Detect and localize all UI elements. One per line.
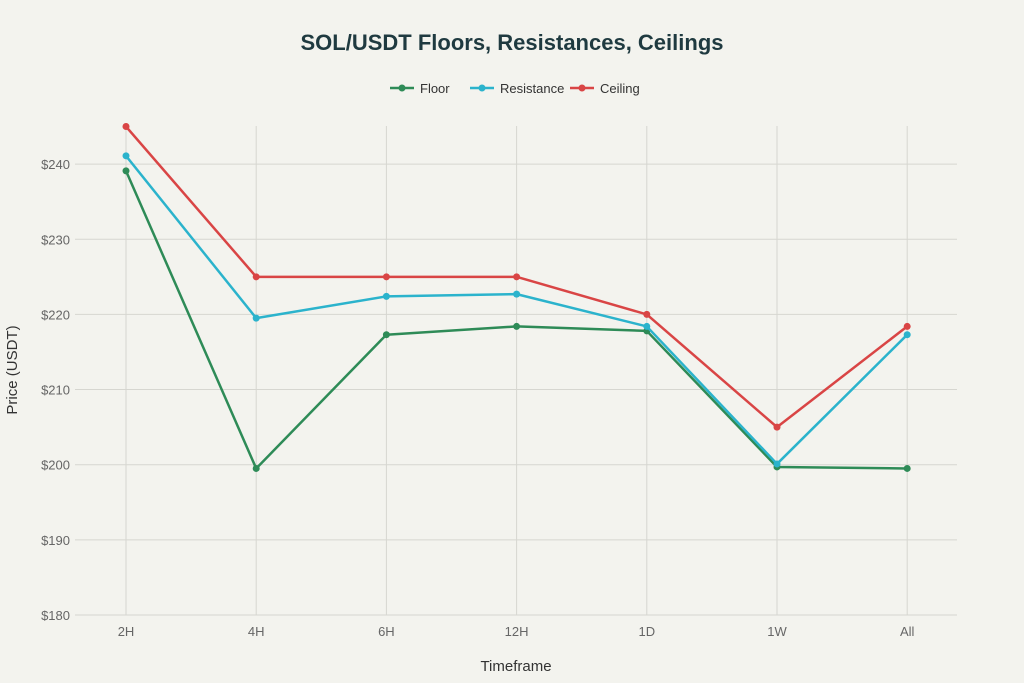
- legend: Floor Resistance Ceiling: [390, 81, 640, 96]
- data-point-resistance: [382, 292, 390, 300]
- y-tick-label: $220: [41, 307, 70, 322]
- data-point-ceiling: [122, 123, 130, 131]
- legend-item-floor: Floor: [390, 81, 450, 96]
- data-point-resistance: [513, 290, 521, 298]
- data-point-floor: [122, 167, 130, 175]
- data-point-resistance: [903, 331, 911, 339]
- y-tick-label: $200: [41, 458, 70, 473]
- legend-item-resistance: Resistance: [470, 81, 564, 96]
- x-axis-ticks: 2H 4H 6H 12H 1D 1W All: [118, 624, 915, 639]
- data-point-floor: [513, 322, 521, 330]
- y-tick-label: $210: [41, 383, 70, 398]
- data-point-ceiling: [513, 273, 521, 281]
- data-point-ceiling: [643, 310, 651, 318]
- series-ceiling: [122, 123, 911, 431]
- x-axis-title: Timeframe: [480, 658, 551, 675]
- legend-item-ceiling: Ceiling: [570, 81, 640, 96]
- data-point-floor: [903, 464, 911, 472]
- data-point-floor: [252, 464, 260, 472]
- data-point-ceiling: [252, 273, 260, 281]
- data-point-ceiling: [903, 322, 911, 330]
- data-point-resistance: [252, 314, 260, 322]
- legend-marker: [398, 84, 406, 92]
- x-tick-label: 1W: [767, 624, 787, 639]
- data-point-ceiling: [382, 273, 390, 281]
- data-point-resistance: [773, 460, 781, 468]
- data-point-resistance: [122, 152, 130, 160]
- chart-title: SOL/USDT Floors, Resistances, Ceilings: [301, 30, 724, 55]
- y-tick-label: $230: [41, 232, 70, 247]
- data-point-ceiling: [773, 423, 781, 431]
- y-axis-title: Price (USDT): [4, 325, 21, 414]
- data-point-resistance: [643, 322, 651, 330]
- x-tick-label: 1D: [638, 624, 655, 639]
- legend-label: Ceiling: [600, 81, 640, 96]
- series-group: [122, 123, 911, 472]
- y-tick-label: $190: [41, 533, 70, 548]
- series-resistance: [122, 152, 911, 468]
- x-tick-label: 6H: [378, 624, 395, 639]
- legend-label: Floor: [420, 81, 450, 96]
- x-tick-label: 4H: [248, 624, 265, 639]
- x-tick-label: All: [900, 624, 915, 639]
- legend-label: Resistance: [500, 81, 564, 96]
- y-tick-label: $180: [41, 608, 70, 623]
- legend-marker: [478, 84, 486, 92]
- x-tick-label: 12H: [505, 624, 529, 639]
- y-tick-label: $240: [41, 157, 70, 172]
- y-axis-ticks: $180 $190 $200 $210 $220 $230 $240: [41, 157, 70, 623]
- grid: [75, 126, 957, 616]
- x-tick-label: 2H: [118, 624, 135, 639]
- legend-marker: [578, 84, 586, 92]
- data-point-floor: [382, 331, 390, 339]
